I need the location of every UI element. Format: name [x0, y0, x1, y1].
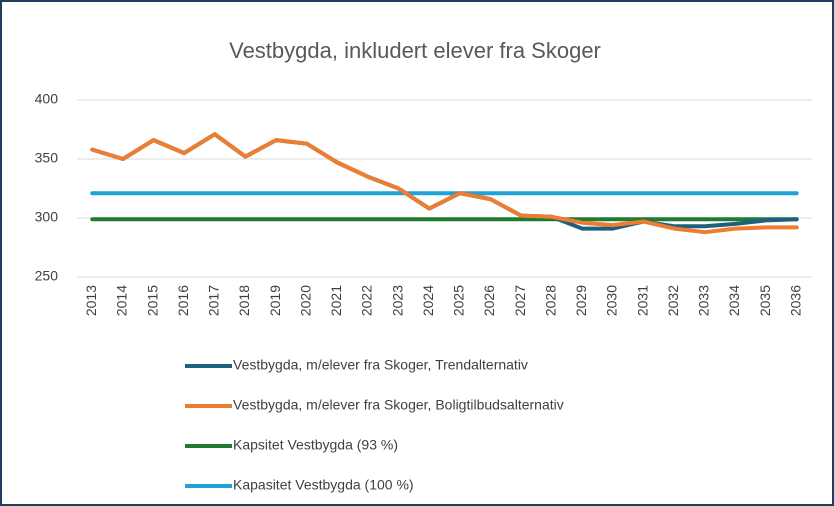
series-line — [90, 132, 799, 235]
x-tick-label: 2032 — [665, 285, 681, 316]
x-tick-label: 2031 — [634, 285, 650, 316]
x-tick-label: 2026 — [481, 285, 497, 316]
legend-label: Kapasitet Vestbygda (100 %) — [233, 477, 414, 493]
x-tick-label: 2016 — [175, 285, 191, 316]
y-tick-label: 250 — [35, 268, 59, 284]
y-tick-label: 300 — [35, 209, 59, 225]
x-tick-label: 2014 — [114, 285, 130, 316]
legend-label: Vestbygda, m/elever fra Skoger, Boligtil… — [233, 397, 564, 413]
x-tick-label: 2013 — [83, 285, 99, 316]
x-tick-label: 2024 — [420, 285, 436, 316]
x-tick-label: 2033 — [696, 285, 712, 316]
x-tick-label: 2018 — [236, 285, 252, 316]
x-tick-label: 2028 — [542, 285, 558, 316]
y-tick-label: 400 — [35, 91, 59, 107]
x-tick-label: 2034 — [726, 285, 742, 316]
x-tick-label: 2027 — [512, 285, 528, 316]
x-tick-label: 2020 — [297, 285, 313, 316]
x-tick-label: 2017 — [206, 285, 222, 316]
x-tick-label: 2021 — [328, 285, 344, 316]
x-tick-label: 2029 — [573, 285, 589, 316]
x-tick-label: 2023 — [389, 285, 405, 316]
x-tick-label: 2015 — [144, 285, 160, 316]
x-tick-label: 2025 — [451, 285, 467, 316]
x-tick-label: 2019 — [267, 285, 283, 316]
chart-title: Vestbygda, inkludert elever fra Skoger — [229, 38, 601, 63]
x-tick-label: 2036 — [787, 285, 803, 316]
x-tick-label: 2030 — [604, 285, 620, 316]
legend-label: Kapsitet Vestbygda (93 %) — [233, 437, 398, 453]
y-tick-label: 350 — [35, 150, 59, 166]
x-tick-label: 2035 — [757, 285, 773, 316]
x-tick-label: 2022 — [359, 285, 375, 316]
legend-label: Vestbygda, m/elever fra Skoger, Trendalt… — [233, 357, 528, 373]
